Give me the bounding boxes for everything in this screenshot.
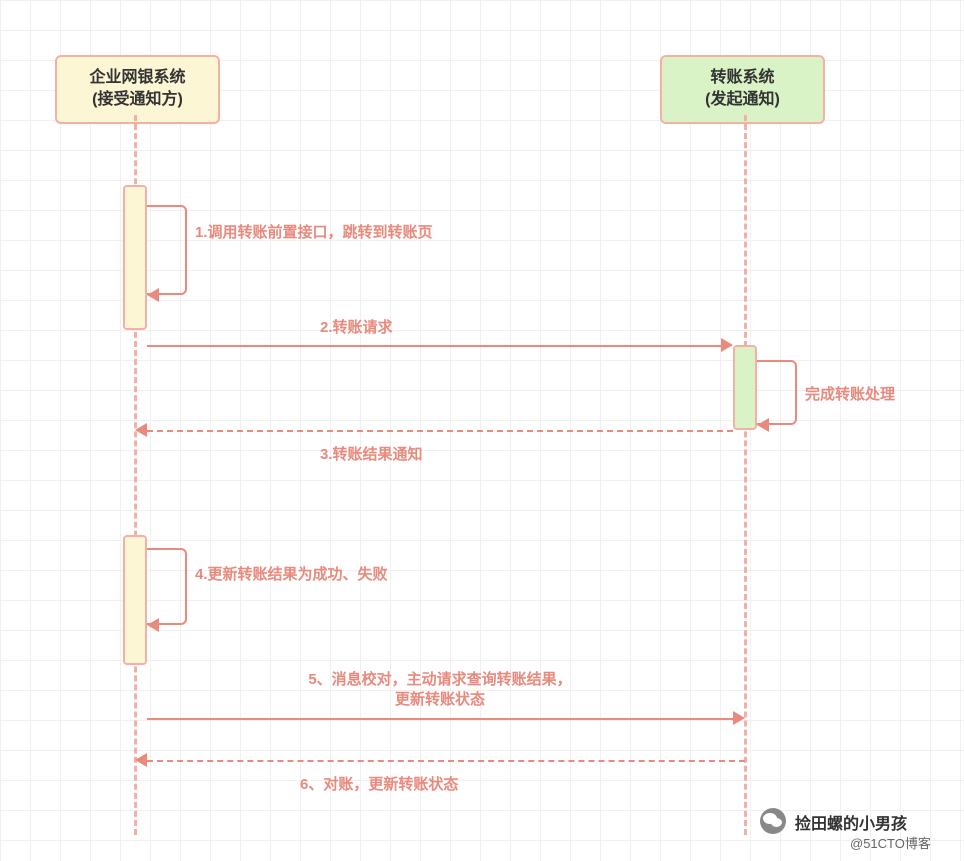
self-msg-1-label: 1.调用转账前置接口，跳转到转账页 <box>195 223 433 243</box>
msg-5-label: 5、消息校对，主动请求查询转账结果， 更新转账状态 <box>200 670 680 709</box>
lifeline-right <box>744 115 747 835</box>
activation-left-1 <box>123 185 147 330</box>
participant-right-line2: (发起通知) <box>680 89 805 111</box>
msg-2-line <box>147 345 727 347</box>
msg-6-line <box>147 760 745 762</box>
msg-3-label: 3.转账结果通知 <box>320 445 423 465</box>
participant-left-line1: 企业网银系统 <box>75 67 200 89</box>
self-loop-2 <box>757 360 797 425</box>
msg-3-line <box>147 430 733 432</box>
msg-5-label-line1: 5、消息校对，主动请求查询转账结果， <box>200 670 680 690</box>
participant-left-box: 企业网银系统 (接受通知方) <box>55 55 220 124</box>
self-loop-3 <box>147 548 187 625</box>
msg-5-arrow <box>733 711 745 725</box>
self-loop-1-arrow <box>147 288 159 302</box>
participant-left-line2: (接受通知方) <box>75 89 200 111</box>
msg-5-line <box>147 718 739 720</box>
self-loop-1 <box>147 205 187 295</box>
activation-right-1 <box>733 345 757 430</box>
self-msg-2-label: 完成转账处理 <box>805 385 895 405</box>
self-msg-3-label: 4.更新转账结果为成功、失败 <box>195 565 388 585</box>
self-loop-3-arrow <box>147 618 159 632</box>
msg-2-arrow <box>721 338 733 352</box>
watermark-main: 捡田螺的小男孩 <box>795 810 907 834</box>
msg-6-arrow <box>135 753 147 767</box>
msg-2-label: 2.转账请求 <box>320 318 393 338</box>
participant-right-line1: 转账系统 <box>680 67 805 89</box>
msg-3-arrow <box>135 423 147 437</box>
self-loop-2-arrow <box>757 418 769 432</box>
participant-right-box: 转账系统 (发起通知) <box>660 55 825 124</box>
wechat-icon <box>760 808 786 834</box>
msg-5-label-line2: 更新转账状态 <box>200 690 680 710</box>
msg-6-label: 6、对账，更新转账状态 <box>300 775 458 795</box>
watermark-sub: @51CTO博客 <box>850 833 931 852</box>
activation-left-2 <box>123 535 147 665</box>
